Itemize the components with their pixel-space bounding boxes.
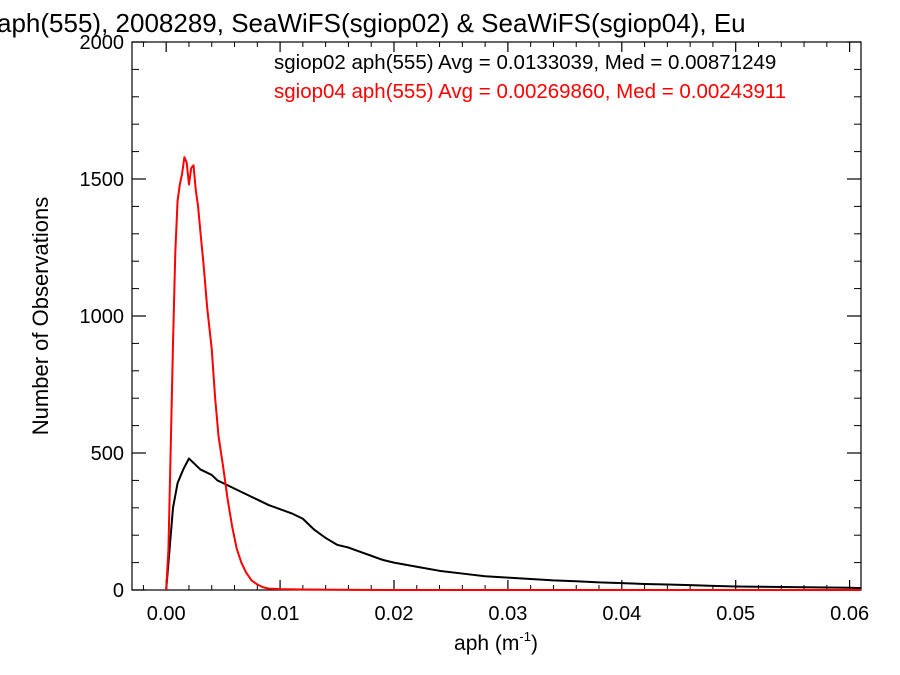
series-line-sgiop02 (165, 457, 862, 591)
y-tick-label: 2000 (80, 32, 125, 54)
x-tick-label: 0.06 (830, 603, 869, 625)
chart-title: aph(555), 2008289, SeaWiFS(sgiop02) & Se… (0, 8, 746, 38)
y-axis-label: Number of Observations (28, 197, 53, 435)
x-tick-label: 0.03 (488, 603, 527, 625)
x-axis-label-superscript: -1 (519, 629, 531, 644)
x-axis-label-text: aph (m (454, 632, 519, 655)
x-tick-label: 0.02 (375, 603, 414, 625)
y-tick-label: 1000 (80, 306, 125, 328)
plot-frame (131, 41, 862, 591)
series-line-sgiop04 (165, 156, 861, 591)
x-axis-label-close: ) (531, 632, 538, 655)
y-tick-label: 500 (91, 443, 124, 465)
x-tick-label: 0.04 (602, 603, 641, 625)
x-tick-label: 0.05 (716, 603, 755, 625)
legend: sgiop02 aph(555) Avg = 0.0133039, Med = … (274, 51, 786, 103)
data-series (165, 156, 862, 591)
y-tick-label: 0 (113, 580, 124, 602)
axis-ticks: 0.00 0.01 0.02 0.03 0.04 0.05 0.06 0 500 1000 1500… (80, 32, 870, 625)
legend-entry-sgiop04: sgiop04 aph(555) Avg = 0.00269860, Med =… (274, 80, 786, 103)
x-axis-label: aph (m-1) (454, 629, 538, 655)
y-tick-label: 1500 (80, 169, 125, 191)
legend-entry-sgiop02: sgiop02 aph(555) Avg = 0.0133039, Med = … (274, 51, 776, 74)
x-tick-label: 0.01 (261, 603, 300, 625)
x-tick-label: 0.00 (147, 603, 186, 625)
